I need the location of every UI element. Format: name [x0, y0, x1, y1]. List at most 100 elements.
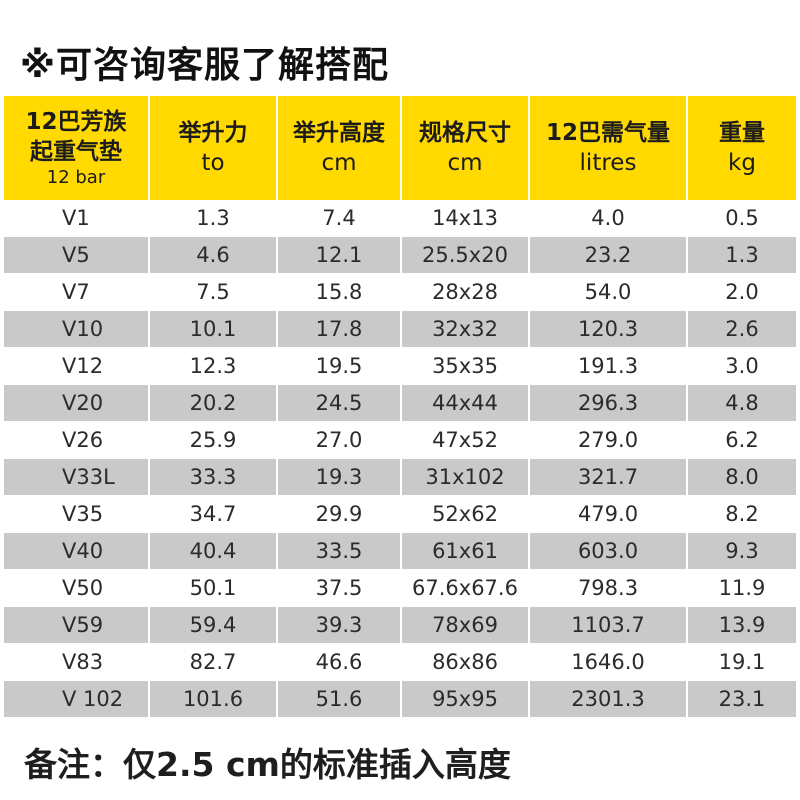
- header-label: 起重气垫: [30, 139, 122, 165]
- header-label: 规格尺寸: [419, 120, 511, 146]
- cell-air-volume: 4.0: [530, 200, 688, 237]
- cell-lift-force: 50.1: [150, 570, 278, 607]
- cell-lift-force: 82.7: [150, 644, 278, 681]
- cell-lift-height: 37.5: [278, 570, 402, 607]
- cell-model: V20: [4, 385, 150, 422]
- cell-model: V33L: [4, 459, 150, 496]
- cell-weight: 13.9: [688, 607, 796, 644]
- table-row: V1 1.3 7.4 14x13 4.0 0.5: [4, 200, 796, 237]
- cell-air-volume: 321.7: [530, 459, 688, 496]
- table-row: V83 82.7 46.6 86x86 1646.0 19.1: [4, 644, 796, 681]
- cell-lift-force: 34.7: [150, 496, 278, 533]
- header-unit: cm: [447, 150, 483, 176]
- cell-air-volume: 296.3: [530, 385, 688, 422]
- header-unit: litres: [579, 150, 637, 176]
- cell-lift-force: 40.4: [150, 533, 278, 570]
- cell-air-volume: 1103.7: [530, 607, 688, 644]
- header-unit: kg: [728, 150, 756, 176]
- table-body: V1 1.3 7.4 14x13 4.0 0.5 V5 4.6 12.1 25.5x20 23.2 1…: [4, 200, 796, 718]
- cell-weight: 9.3: [688, 533, 796, 570]
- cell-lift-force: 10.1: [150, 311, 278, 348]
- table-row: V12 12.3 19.5 35x35 191.3 3.0: [4, 348, 796, 385]
- cell-size: 47x52: [402, 422, 530, 459]
- table-row: V 102 101.6 51.6 95x95 2301.3 23.1: [4, 681, 796, 718]
- cell-model: V 102: [4, 681, 150, 718]
- cell-model: V83: [4, 644, 150, 681]
- cell-model: V7: [4, 274, 150, 311]
- cell-size: 14x13: [402, 200, 530, 237]
- cell-lift-force: 59.4: [150, 607, 278, 644]
- table-row: V26 25.9 27.0 47x52 279.0 6.2: [4, 422, 796, 459]
- cell-weight: 1.3: [688, 237, 796, 274]
- header-unit: to: [201, 150, 225, 176]
- cell-model: V40: [4, 533, 150, 570]
- header-air-volume: 12巴需气量 litres: [530, 96, 688, 200]
- page-title: ※可咨询客服了解搭配: [20, 45, 389, 86]
- table-row: V40 40.4 33.5 61x61 603.0 9.3: [4, 533, 796, 570]
- cell-model: V59: [4, 607, 150, 644]
- cell-weight: 8.0: [688, 459, 796, 496]
- cell-size: 28x28: [402, 274, 530, 311]
- table-row: V35 34.7 29.9 52x62 479.0 8.2: [4, 496, 796, 533]
- cell-size: 61x61: [402, 533, 530, 570]
- cell-lift-force: 12.3: [150, 348, 278, 385]
- cell-model: V1: [4, 200, 150, 237]
- header-unit: cm: [321, 150, 357, 176]
- cell-lift-height: 19.3: [278, 459, 402, 496]
- cell-model: V35: [4, 496, 150, 533]
- cell-weight: 6.2: [688, 422, 796, 459]
- cell-model: V50: [4, 570, 150, 607]
- cell-lift-height: 24.5: [278, 385, 402, 422]
- cell-air-volume: 798.3: [530, 570, 688, 607]
- footnote: 备注：仅2.5 cm的标准插入高度: [24, 745, 511, 784]
- cell-lift-height: 19.5: [278, 348, 402, 385]
- header-label: 举升力: [178, 120, 248, 146]
- cell-size: 25.5x20: [402, 237, 530, 274]
- cell-size: 67.6x67.6: [402, 570, 530, 607]
- header-lift-height: 举升高度 cm: [278, 96, 402, 200]
- cell-weight: 4.8: [688, 385, 796, 422]
- cell-lift-height: 27.0: [278, 422, 402, 459]
- spec-table: 12巴芳族 起重气垫 12 bar 举升力 to 举升高度 cm 规格尺寸 cm…: [4, 96, 796, 718]
- cell-lift-height: 12.1: [278, 237, 402, 274]
- cell-lift-force: 1.3: [150, 200, 278, 237]
- cell-weight: 11.9: [688, 570, 796, 607]
- cell-lift-height: 39.3: [278, 607, 402, 644]
- cell-air-volume: 23.2: [530, 237, 688, 274]
- cell-size: 95x95: [402, 681, 530, 718]
- cell-size: 78x69: [402, 607, 530, 644]
- cell-lift-height: 46.6: [278, 644, 402, 681]
- header-label: 举升高度: [293, 120, 385, 146]
- cell-weight: 2.0: [688, 274, 796, 311]
- cell-size: 44x44: [402, 385, 530, 422]
- table-row: V33L 33.3 19.3 31x102 321.7 8.0: [4, 459, 796, 496]
- cell-lift-force: 4.6: [150, 237, 278, 274]
- header-label: 12巴芳族: [25, 109, 127, 135]
- cell-weight: 2.6: [688, 311, 796, 348]
- cell-air-volume: 2301.3: [530, 681, 688, 718]
- cell-lift-height: 7.4: [278, 200, 402, 237]
- table-row: V10 10.1 17.8 32x32 120.3 2.6: [4, 311, 796, 348]
- table-row: V5 4.6 12.1 25.5x20 23.2 1.3: [4, 237, 796, 274]
- cell-model: V26: [4, 422, 150, 459]
- cell-weight: 19.1: [688, 644, 796, 681]
- cell-air-volume: 279.0: [530, 422, 688, 459]
- cell-size: 86x86: [402, 644, 530, 681]
- cell-size: 35x35: [402, 348, 530, 385]
- cell-model: V5: [4, 237, 150, 274]
- header-label: 重量: [719, 120, 765, 146]
- cell-air-volume: 120.3: [530, 311, 688, 348]
- cell-lift-height: 29.9: [278, 496, 402, 533]
- cell-air-volume: 479.0: [530, 496, 688, 533]
- cell-lift-force: 7.5: [150, 274, 278, 311]
- cell-model: V10: [4, 311, 150, 348]
- cell-size: 52x62: [402, 496, 530, 533]
- table-row: V20 20.2 24.5 44x44 296.3 4.8: [4, 385, 796, 422]
- cell-model: V12: [4, 348, 150, 385]
- cell-lift-force: 20.2: [150, 385, 278, 422]
- cell-lift-force: 33.3: [150, 459, 278, 496]
- cell-air-volume: 191.3: [530, 348, 688, 385]
- cell-lift-height: 33.5: [278, 533, 402, 570]
- table-row: V59 59.4 39.3 78x69 1103.7 13.9: [4, 607, 796, 644]
- table-row: V7 7.5 15.8 28x28 54.0 2.0: [4, 274, 796, 311]
